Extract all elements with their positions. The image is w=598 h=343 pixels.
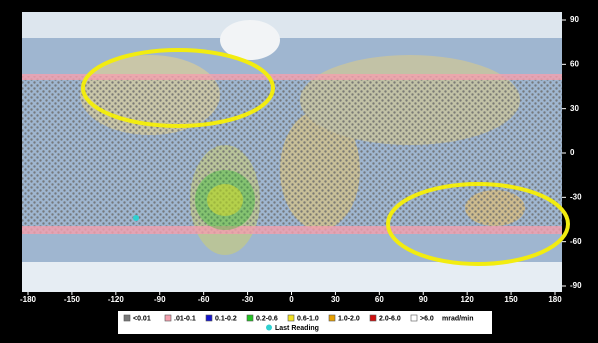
legend-last-reading: Last Reading [275, 325, 319, 332]
y-tick-label: 60 [570, 59, 579, 68]
radiation-map: -180 -150 -120 -90 -60 -30 0 30 60 90 120 150 180 90 6… [0, 0, 598, 343]
x-tick-label: 90 [419, 295, 428, 304]
legend-swatch [165, 315, 171, 321]
legend-label: 1.0-2.0 [338, 315, 360, 322]
legend-label: 0.6-1.0 [297, 315, 319, 322]
map-background [22, 12, 568, 292]
x-tick-label: 0 [289, 295, 294, 304]
legend-label: <0.01 [133, 315, 151, 322]
x-tick-label: -60 [198, 295, 210, 304]
y-tick-label: -90 [570, 281, 582, 290]
legend-swatch [124, 315, 130, 321]
legend-unit: mrad/min [442, 315, 474, 322]
x-tick-label: 120 [460, 295, 474, 304]
x-tick-label: 60 [375, 295, 384, 304]
legend-swatch [411, 315, 417, 321]
legend-swatch [288, 315, 294, 321]
x-tick-label: -30 [242, 295, 254, 304]
legend-label: .01-0.1 [174, 315, 196, 322]
x-tick-label: -120 [108, 295, 125, 304]
legend-label: 0.1-0.2 [215, 315, 237, 322]
legend-label: 2.0-6.0 [379, 315, 401, 322]
y-tick-label: 90 [570, 15, 579, 24]
x-tick-label: 30 [331, 295, 340, 304]
legend-swatch [329, 315, 335, 321]
legend-swatch [206, 315, 212, 321]
legend-swatch [247, 315, 253, 321]
y-tick-label: 30 [570, 104, 579, 113]
x-tick-label: -90 [154, 295, 166, 304]
legend-swatch [370, 315, 376, 321]
x-tick-label: -180 [20, 295, 37, 304]
legend-label: >6.0 [420, 315, 434, 322]
y-tick-label: -30 [570, 192, 582, 201]
legend-label: 0.2-0.6 [256, 315, 278, 322]
y-tick-label: -60 [570, 237, 582, 246]
x-tick-label: -150 [64, 295, 81, 304]
legend-last-reading-icon [266, 325, 272, 331]
y-tick-label: 0 [570, 148, 575, 157]
x-tick-label: 180 [548, 295, 562, 304]
x-tick-label: 150 [504, 295, 518, 304]
